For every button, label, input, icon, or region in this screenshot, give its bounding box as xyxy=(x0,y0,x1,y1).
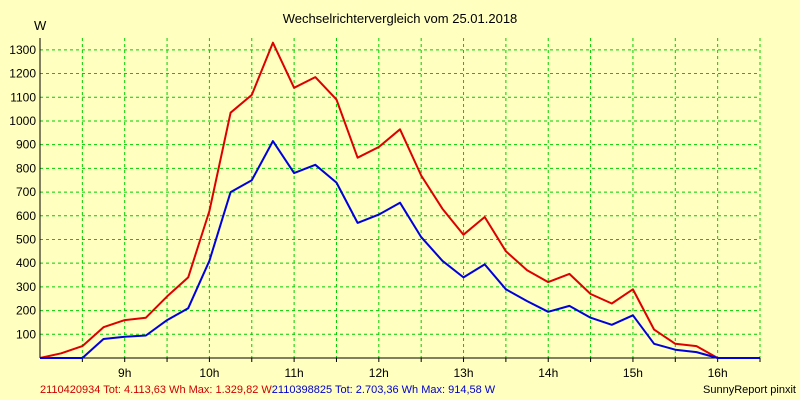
y-tick-label: 1200 xyxy=(9,67,36,81)
x-tick-label: 14h xyxy=(538,366,558,380)
y-tick-label: 500 xyxy=(16,232,36,246)
y-tick-label: 600 xyxy=(16,209,36,223)
series-2-summary: 2110398825 Tot: 2.703,36 Wh Max: 914,58 … xyxy=(271,384,496,396)
y-axis-unit-label: W xyxy=(34,18,47,33)
footer-series-summary: 2110420934 Tot: 4.113,63 Wh Max: 1.329,8… xyxy=(40,384,495,396)
x-tick-label: 16h xyxy=(708,366,728,380)
x-tick-label: 12h xyxy=(369,366,389,380)
series-line-2 xyxy=(40,140,760,359)
y-tick-label: 400 xyxy=(16,256,36,270)
y-tick-label: 200 xyxy=(16,304,36,318)
y-tick-label: 800 xyxy=(16,161,36,175)
y-tick-label: 100 xyxy=(16,327,36,341)
x-tick-label: 9h xyxy=(118,366,131,380)
x-tick-label: 10h xyxy=(199,366,219,380)
y-tick-label: 1000 xyxy=(9,114,36,128)
y-tick-label: 300 xyxy=(16,280,36,294)
x-tick-label: 15h xyxy=(623,366,643,380)
y-tick-label: 700 xyxy=(16,185,36,199)
y-tick-label: 1300 xyxy=(9,43,36,57)
chart-title: Wechselrichtervergleich vom 25.01.2018 xyxy=(283,11,518,26)
footer-brand: SunnyReport pinxit xyxy=(703,384,796,396)
y-tick-label: 1100 xyxy=(10,90,36,104)
x-tick-label: 13h xyxy=(454,366,474,380)
plot-background xyxy=(40,38,760,358)
y-tick-label: 900 xyxy=(16,138,36,152)
x-tick-label: 11h xyxy=(285,366,304,380)
plot-area: 100 200 300 400 500 600 700 800 900 1000 1100 1200 1… xyxy=(9,38,761,380)
series-line-1 xyxy=(39,41,760,359)
series-1-summary: 2110420934 Tot: 4.113,63 Wh Max: 1.329,8… xyxy=(40,384,272,396)
